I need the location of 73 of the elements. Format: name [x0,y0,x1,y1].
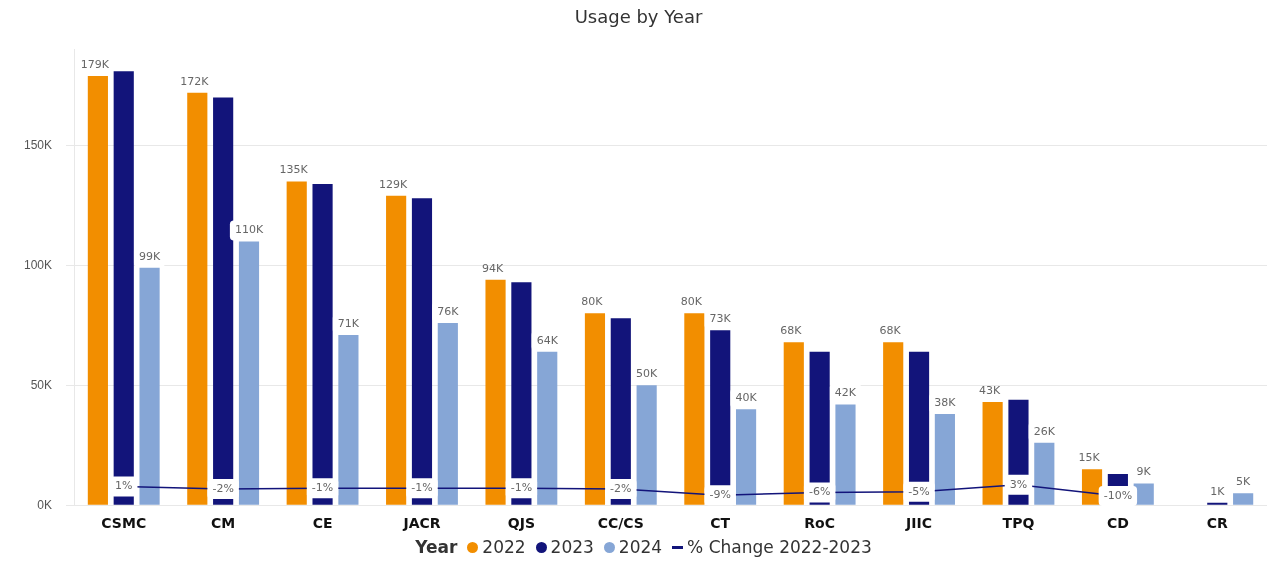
data-label: 64K [536,333,559,347]
data-label: 99K [138,249,161,263]
x-tick-label: CM [211,515,236,532]
bar [286,181,307,505]
bar [982,402,1003,505]
data-label: 5K [1236,475,1252,489]
bar [87,75,108,505]
data-label: 68K [780,324,803,337]
bar [735,409,757,505]
legend-label: 2022 [482,537,526,557]
bar [437,322,458,505]
y-tick-label: 150K [23,137,53,152]
x-tick-label: RoC [804,515,835,532]
data-label: 9K [1136,465,1152,479]
data-label: 1K [1210,484,1226,498]
bar [485,279,506,505]
bar [213,97,234,505]
bar [584,313,606,505]
legend-title: Year [415,537,458,557]
legend-label: 2023 [550,537,594,557]
x-tick-label: CR [1206,515,1229,532]
bar [835,404,856,505]
data-label: 76K [437,304,460,318]
data-label: 50K [636,367,659,381]
bar [312,183,333,505]
legend-label: 2024 [618,537,663,557]
bar [338,334,359,505]
data-label: 110K [234,223,264,237]
bar [511,282,532,505]
data-label: 172K [180,74,210,88]
x-tick-label: JACR [402,515,441,532]
data-label: 3% [1009,477,1028,491]
x-tick-label: TPQ [1002,515,1035,532]
bar [783,342,804,505]
x-tick-label: CD [1106,515,1129,532]
bar [238,241,260,505]
data-label: 73K [709,312,732,326]
data-label: 40K [735,391,758,405]
data-label: 71K [337,316,360,330]
data-label: 68K [879,324,902,337]
data-label: 42K [834,386,857,400]
y-tick-label: 0K [37,497,53,512]
bar [934,414,955,505]
data-label: 94K [481,261,504,275]
y-tick-label: 50K [30,377,53,392]
chart-title: Usage by Year [574,6,703,28]
data-label: 1% [115,479,133,493]
data-label: 179K [80,57,110,71]
x-tick-label: CE [312,515,333,532]
data-label: 15K [1078,451,1101,465]
bar [139,267,160,505]
bar [386,195,407,505]
x-tick-label: QJS [507,515,535,532]
bar [537,351,558,505]
x-tick-label: JIIC [905,515,932,532]
bar [684,313,705,505]
bar [411,198,433,505]
bar [113,71,134,505]
bar [883,342,904,505]
data-label: 129K [379,177,409,191]
data-label: 135K [279,163,309,177]
data-label: 26K [1033,424,1056,438]
y-tick-label: 100K [23,257,53,272]
x-tick-label: CT [710,515,731,532]
data-label: 80K [581,295,604,309]
bar [1034,442,1055,505]
data-label: 80K [680,295,703,309]
x-tick-label: CSMC [101,515,147,532]
data-label: 38K [934,395,957,409]
bar [187,92,208,505]
legend-label: % Change 2022-2023 [687,537,872,557]
data-label: 43K [979,383,1001,397]
x-tick-label: CC/CS [597,515,644,532]
